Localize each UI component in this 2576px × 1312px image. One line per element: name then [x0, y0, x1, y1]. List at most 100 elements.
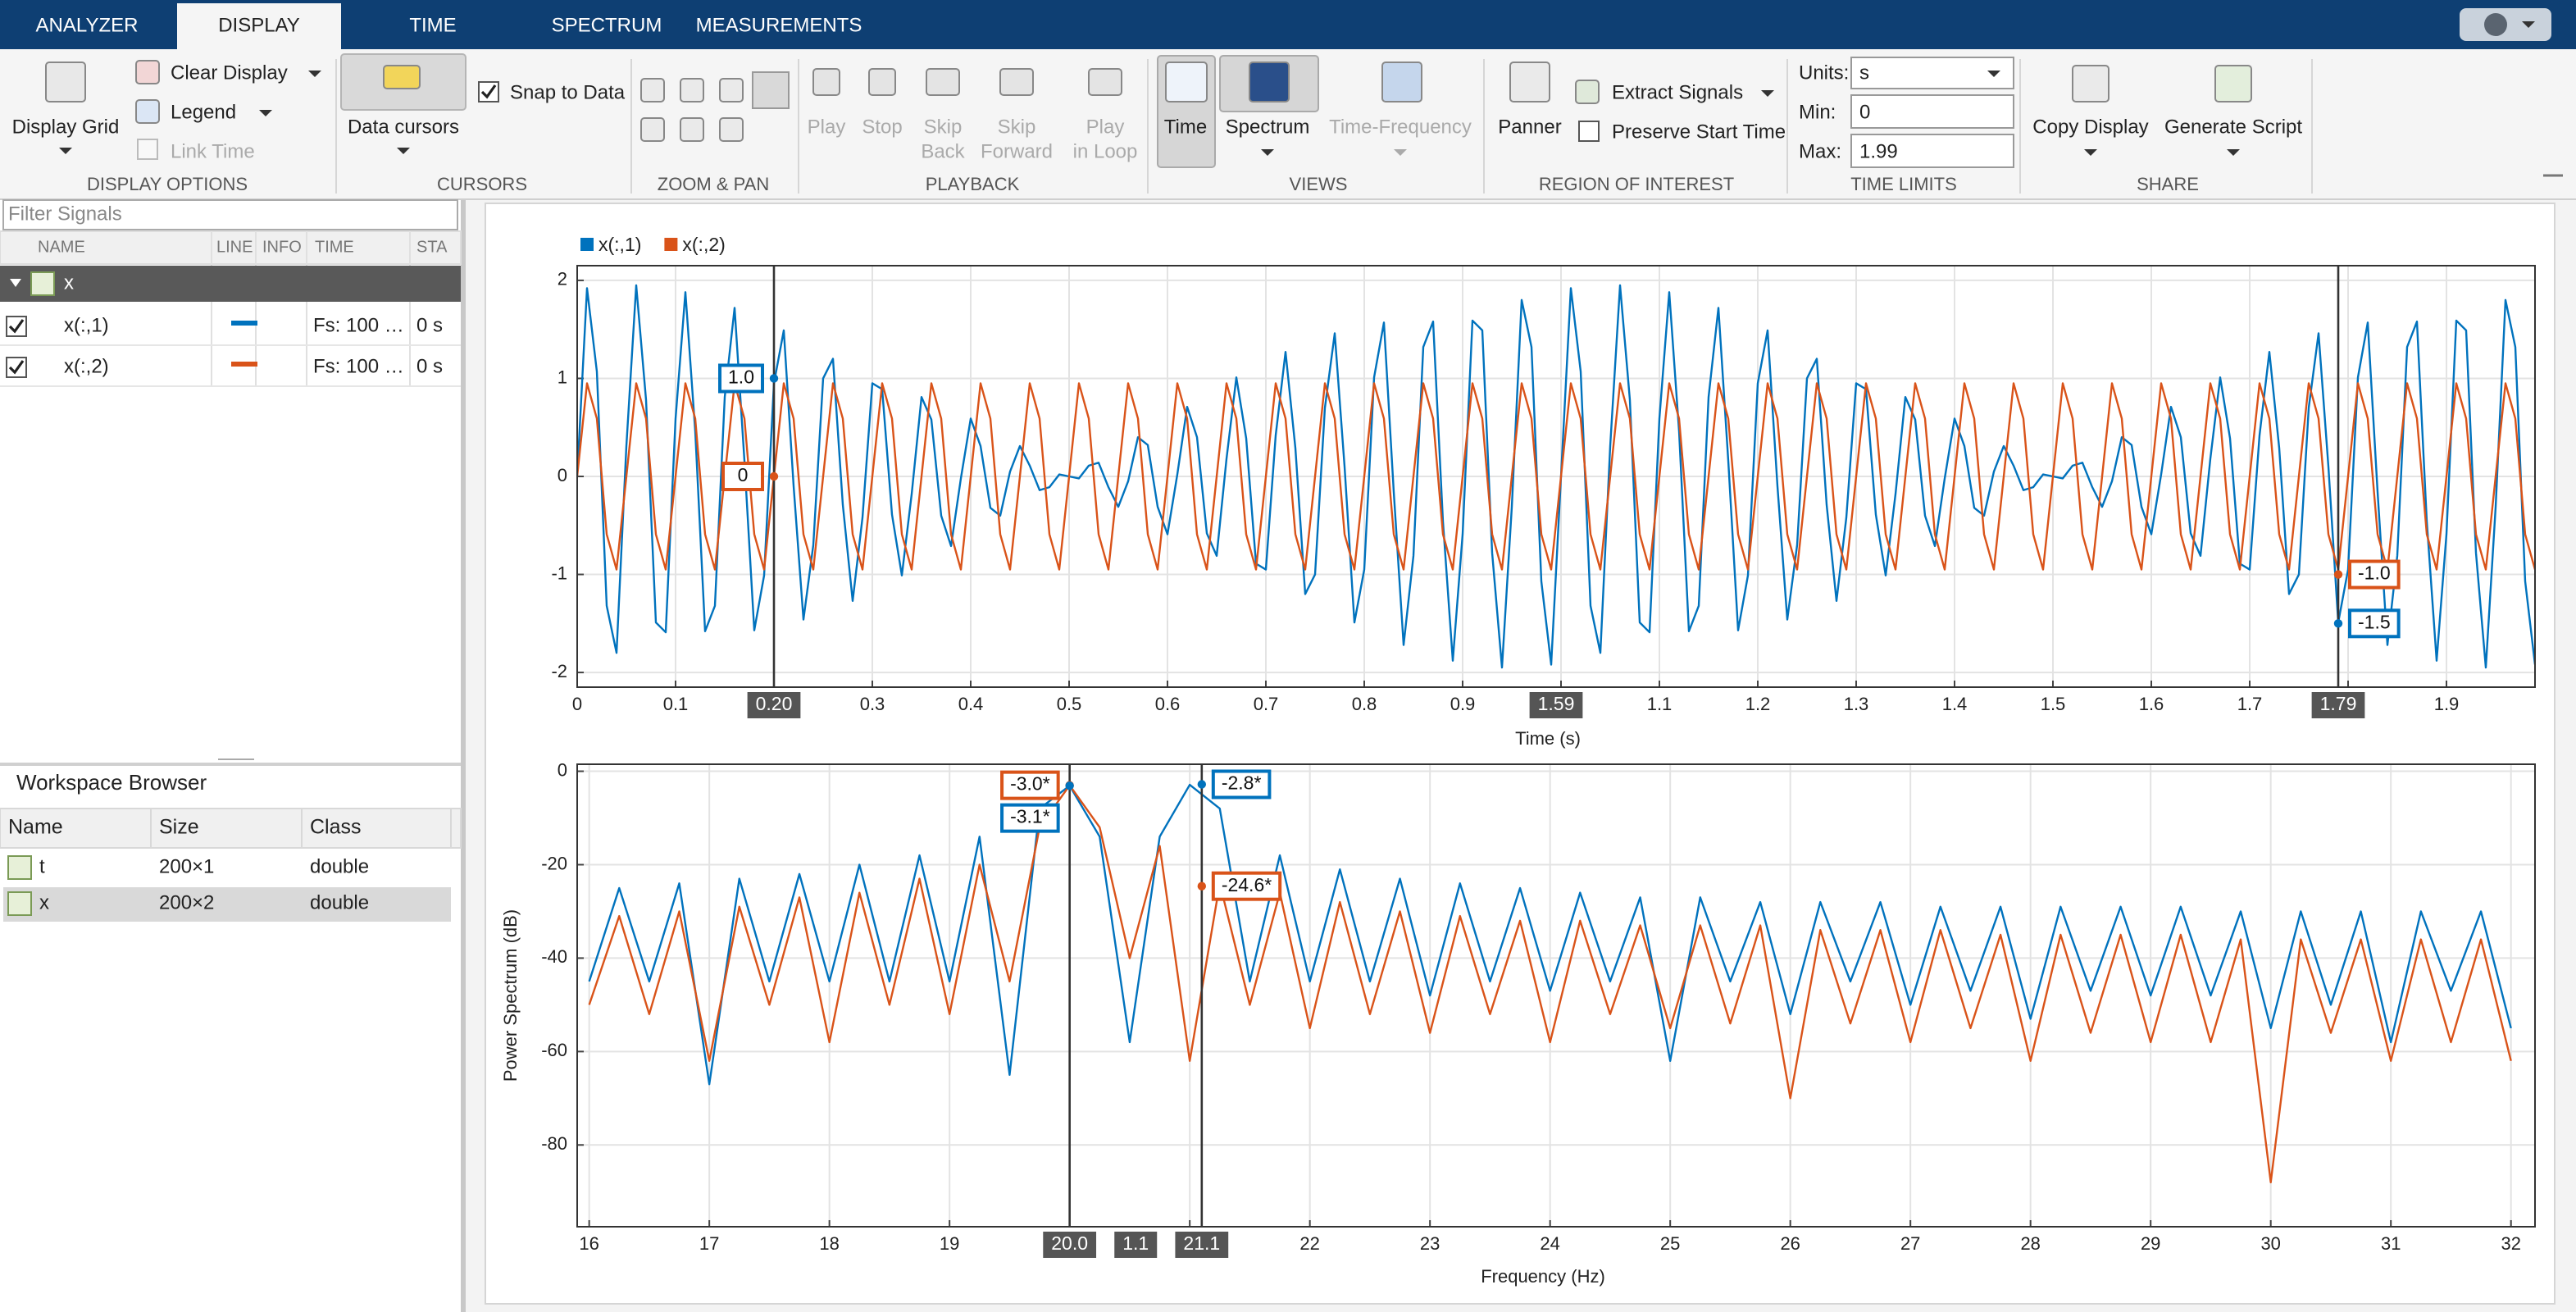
- icon[interactable]: [926, 68, 960, 96]
- dropdown-arrow[interactable]: [1394, 149, 1407, 156]
- button-label[interactable]: Data cursors: [348, 116, 459, 138]
- tab[interactable]: TIME: [409, 14, 456, 36]
- icon[interactable]: [1575, 80, 1600, 104]
- input-value[interactable]: 0: [1859, 101, 1870, 123]
- tab[interactable]: MEASUREMENTS: [696, 14, 862, 36]
- dropdown-arrow[interactable]: [397, 148, 410, 154]
- button-label: Play: [808, 116, 846, 138]
- icon[interactable]: [1249, 61, 1290, 102]
- y-tick-label: 1: [558, 367, 567, 387]
- series-line: [588, 784, 2512, 1184]
- x-tick-label: 0.9: [1450, 694, 1476, 714]
- y-tick-label: 0: [558, 465, 567, 485]
- button-label[interactable]: Extract Signals: [1612, 81, 1743, 103]
- cursor-value-label: -3.0*: [1010, 773, 1050, 795]
- button-label[interactable]: Spectrum: [1226, 116, 1310, 138]
- icon[interactable]: [383, 65, 421, 89]
- pressed-button[interactable]: [752, 71, 790, 109]
- column-header: STA: [416, 238, 448, 256]
- variable-name[interactable]: t: [39, 855, 45, 877]
- icon[interactable]: [2214, 65, 2252, 102]
- icon[interactable]: [868, 68, 896, 96]
- icon[interactable]: [45, 61, 86, 102]
- dropdown-arrow[interactable]: [2084, 149, 2097, 156]
- legend-swatch: [664, 238, 678, 251]
- button-label[interactable]: Generate Script: [2164, 116, 2302, 138]
- dropdown[interactable]: [1850, 57, 2014, 89]
- y-axis-label: Power Spectrum (dB): [500, 909, 521, 1082]
- checkbox[interactable]: [1578, 121, 1600, 142]
- button-label[interactable]: Clear Display: [171, 61, 288, 84]
- legend-label[interactable]: x(:,2): [682, 234, 725, 255]
- dropdown-arrow[interactable]: [2227, 149, 2240, 156]
- checkbox[interactable]: [478, 81, 499, 102]
- icon[interactable]: [1381, 61, 1422, 102]
- input-value[interactable]: 1.99: [1859, 140, 1898, 162]
- cursor-value-label: 1.0: [728, 367, 754, 388]
- tab[interactable]: SPECTRUM: [552, 14, 662, 36]
- dropdown-arrow[interactable]: [1987, 71, 2000, 77]
- button-label[interactable]: Legend: [171, 101, 236, 123]
- x-tick-label: 0.3: [860, 694, 885, 714]
- variable-class: double: [310, 855, 369, 877]
- expand-arrow[interactable]: [10, 279, 21, 287]
- icon[interactable]: [135, 99, 160, 124]
- icon[interactable]: [640, 117, 665, 142]
- icon[interactable]: [812, 68, 840, 96]
- cursor-value-label-box: [1211, 871, 1282, 901]
- checkbox[interactable]: [6, 316, 27, 337]
- x-tick-label: 29: [2141, 1233, 2160, 1254]
- button-label[interactable]: Display Grid: [12, 116, 120, 138]
- check-mark: [8, 360, 25, 375]
- icon[interactable]: [2072, 65, 2109, 102]
- x-tick-label: 28: [2020, 1233, 2040, 1254]
- icon[interactable]: [719, 78, 744, 102]
- icon[interactable]: [680, 78, 704, 102]
- button-label[interactable]: Time: [1164, 116, 1207, 138]
- signal-time: Fs: 100 …: [313, 355, 404, 377]
- section-title: VIEWS: [1290, 174, 1348, 194]
- icon[interactable]: [719, 117, 744, 142]
- dropdown-arrow[interactable]: [308, 71, 321, 77]
- icon[interactable]: [1088, 68, 1122, 96]
- x-tick-label: 1.1: [1647, 694, 1673, 714]
- tab[interactable]: ANALYZER: [36, 14, 139, 36]
- y-tick-label: -2: [551, 661, 567, 681]
- x-tick-label: 1.5: [2041, 694, 2066, 714]
- axes-frame: [576, 763, 2536, 1228]
- button-label[interactable]: Copy Display: [2032, 116, 2148, 138]
- x-tick-label: 30: [2260, 1233, 2280, 1254]
- y-tick-label: -1: [551, 563, 567, 583]
- y-tick-label: -40: [541, 946, 567, 967]
- signal-start: 0 s: [416, 355, 443, 377]
- button-label[interactable]: Panner: [1498, 116, 1561, 138]
- axes-background: [577, 764, 2535, 1227]
- icon[interactable]: [1509, 61, 1550, 102]
- text-input[interactable]: [1850, 134, 2014, 168]
- dropdown-value[interactable]: s: [1859, 61, 1869, 84]
- variable-icon: [7, 891, 32, 916]
- y-tick-label: -60: [541, 1040, 567, 1060]
- dropdown-arrow[interactable]: [1761, 90, 1774, 97]
- section-title: TIME LIMITS: [1850, 174, 1957, 194]
- icon[interactable]: [1165, 61, 1208, 102]
- icon[interactable]: [640, 78, 665, 102]
- checkbox[interactable]: [6, 357, 27, 378]
- legend-label[interactable]: x(:,1): [598, 234, 641, 255]
- section-title: SHARE: [2137, 174, 2199, 194]
- cursor-point: [1197, 882, 1207, 891]
- dropdown-arrow[interactable]: [1261, 149, 1274, 156]
- dropdown-arrow[interactable]: [59, 148, 72, 154]
- variable-name[interactable]: x: [39, 891, 49, 913]
- icon[interactable]: [680, 117, 704, 142]
- filter-input[interactable]: [2, 199, 458, 230]
- dropdown-arrow[interactable]: [2522, 21, 2535, 28]
- tab[interactable]: DISPLAY: [218, 14, 300, 36]
- text-input[interactable]: [1850, 94, 2014, 129]
- icon[interactable]: [999, 68, 1034, 96]
- selected-row: [3, 887, 451, 922]
- icon[interactable]: [135, 60, 160, 84]
- signal-start: 0 s: [416, 314, 443, 336]
- dropdown-arrow[interactable]: [259, 110, 272, 116]
- x-tick-label: 1.6: [2139, 694, 2164, 714]
